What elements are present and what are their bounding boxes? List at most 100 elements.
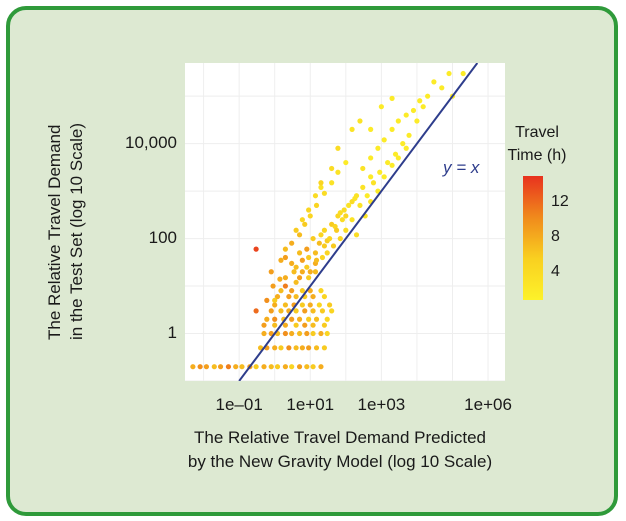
data-point: [333, 227, 340, 233]
data-point: [360, 165, 366, 172]
data-point: [321, 345, 328, 351]
data-point: [341, 207, 347, 213]
data-point: [278, 257, 284, 263]
data-point: [307, 269, 313, 275]
data-point: [261, 322, 267, 328]
data-point: [321, 322, 328, 328]
data-point: [272, 297, 278, 303]
data-point: [377, 169, 383, 175]
data-point: [282, 254, 289, 261]
data-point: [318, 184, 324, 190]
grid: [185, 63, 505, 381]
data-point: [335, 169, 341, 175]
y-tick-label: 1: [167, 322, 177, 342]
data-point: [375, 145, 381, 151]
data-point: [264, 297, 270, 303]
data-point: [346, 202, 352, 209]
data-point: [253, 246, 259, 252]
data-point: [270, 283, 276, 289]
data-point: [403, 145, 409, 151]
data-point: [296, 275, 303, 281]
data-point: [296, 330, 303, 337]
data-point: [339, 217, 345, 223]
data-point: [289, 330, 295, 337]
x-axis-label-line1: The Relative Travel Demand Predicted: [194, 428, 486, 447]
data-point: [261, 330, 267, 337]
data-point: [410, 107, 417, 114]
data-point: [319, 308, 326, 314]
x-tick-label: 1e+03: [357, 395, 406, 414]
data-point: [310, 308, 316, 314]
scatter-plot: [185, 63, 505, 381]
data-point: [293, 345, 299, 351]
data-point: [357, 202, 363, 209]
plot-area: [185, 63, 505, 381]
data-point: [302, 221, 308, 227]
data-point: [296, 232, 303, 238]
data-point: [296, 316, 303, 322]
data-point: [343, 227, 349, 233]
colorbar-tick-label: 4: [551, 263, 560, 281]
data-point: [282, 364, 289, 370]
data-point: [312, 193, 319, 199]
data-point: [282, 275, 289, 281]
data-point: [299, 345, 305, 351]
x-tick-label: 1e+01: [286, 395, 335, 414]
y-axis-label-line1: The Relative Travel Demand: [45, 124, 64, 340]
data-point: [392, 151, 399, 157]
data-point: [293, 264, 299, 270]
data-point: [395, 155, 401, 161]
data-point: [282, 283, 289, 289]
data-point: [327, 235, 333, 242]
data-point: [370, 180, 377, 186]
data-point: [264, 316, 270, 322]
data-point: [329, 180, 335, 186]
data-point: [225, 364, 232, 370]
data-point: [306, 254, 312, 261]
data-point: [337, 235, 343, 242]
data-point: [313, 257, 320, 263]
data-point: [299, 288, 305, 294]
data-point: [343, 159, 349, 166]
data-point: [389, 126, 395, 132]
data-point: [439, 85, 445, 91]
data-point: [277, 276, 283, 282]
data-point: [307, 302, 313, 308]
data-point: [272, 316, 278, 322]
data-point: [446, 70, 452, 77]
colorbar: [523, 176, 543, 300]
data-point: [302, 322, 308, 328]
data-point: [321, 243, 328, 249]
data-point: [313, 316, 320, 322]
data-point: [272, 302, 278, 308]
data-point: [299, 269, 305, 275]
data-point: [406, 132, 412, 138]
data-point: [324, 250, 330, 256]
data-point: [324, 330, 330, 337]
data-point: [460, 70, 466, 77]
data-point: [403, 112, 409, 118]
data-point: [310, 364, 316, 370]
data-point: [312, 250, 319, 256]
y-tick-label: 10,000: [125, 132, 177, 152]
data-point: [357, 118, 363, 124]
data-point: [278, 288, 284, 294]
data-point: [296, 364, 303, 370]
data-point: [368, 155, 374, 161]
data-point: [282, 330, 289, 337]
colorbar-title-line2: Time (h): [507, 147, 567, 164]
data-point: [272, 322, 278, 328]
data-point: [368, 174, 374, 180]
data-point: [268, 364, 274, 370]
data-point: [318, 330, 324, 337]
reference-line-y-equals-x: [238, 63, 479, 381]
data-point: [217, 364, 224, 370]
data-point: [286, 293, 292, 300]
data-point: [318, 288, 324, 294]
data-point: [395, 118, 401, 124]
data-point: [233, 364, 239, 370]
data-point: [304, 330, 310, 337]
data-point: [329, 165, 335, 172]
data-point: [253, 308, 259, 314]
data-point: [306, 275, 312, 281]
